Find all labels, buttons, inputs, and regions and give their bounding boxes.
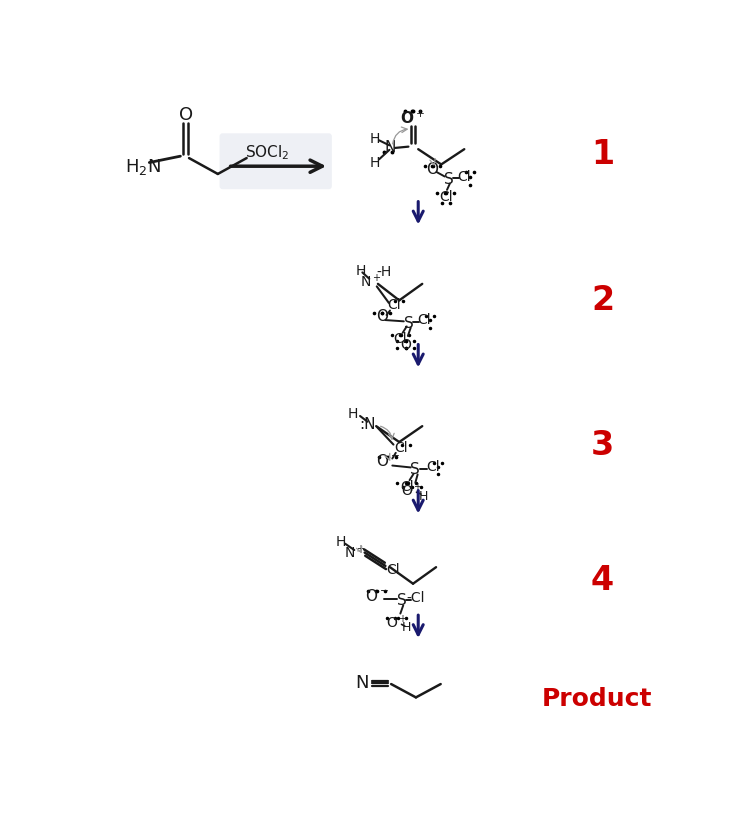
Text: S: S	[403, 316, 413, 331]
Text: H: H	[335, 535, 345, 549]
Text: O$^+$: O$^+$	[386, 614, 408, 631]
Text: 3: 3	[591, 429, 614, 462]
Text: H$_2$N: H$_2$N	[125, 157, 160, 177]
Text: Cl: Cl	[458, 169, 471, 183]
Text: Product: Product	[542, 687, 652, 711]
Text: Cl: Cl	[400, 479, 414, 493]
Text: Cl: Cl	[439, 191, 452, 205]
Text: N$^+$: N$^+$	[344, 544, 366, 561]
Text: :N: :N	[360, 417, 376, 431]
Text: O$^-$: O$^-$	[365, 587, 389, 604]
Text: Cl: Cl	[394, 332, 407, 346]
Text: $\bf{O}$$^+$: $\bf{O}$$^+$	[400, 110, 425, 127]
Text: 1: 1	[591, 139, 614, 172]
Text: S: S	[444, 172, 454, 187]
Text: Cl: Cl	[426, 460, 439, 474]
Text: N: N	[356, 674, 369, 692]
Text: O$^+$: O$^+$	[401, 482, 423, 499]
Text: S: S	[410, 463, 421, 478]
Text: -Cl: -Cl	[406, 591, 424, 605]
Text: H: H	[370, 132, 380, 146]
Text: H: H	[370, 156, 380, 169]
Text: SOCl$_2$: SOCl$_2$	[245, 144, 289, 163]
Text: H: H	[419, 489, 428, 502]
Text: O: O	[178, 106, 192, 124]
Text: Cl: Cl	[418, 313, 432, 327]
Text: Cl: Cl	[394, 441, 408, 455]
Text: H: H	[348, 407, 358, 421]
Text: 2: 2	[591, 284, 614, 317]
Text: 4: 4	[591, 564, 614, 597]
Text: -H: -H	[376, 266, 392, 280]
Text: N: N	[385, 140, 396, 155]
Text: Cl: Cl	[387, 299, 400, 313]
FancyBboxPatch shape	[220, 134, 332, 189]
Text: N$^+$: N$^+$	[360, 273, 382, 290]
Text: O$^-$: O$^-$	[376, 453, 400, 469]
Text: O: O	[376, 309, 388, 324]
Text: S: S	[397, 593, 406, 608]
Text: O: O	[400, 338, 411, 351]
Text: Cl: Cl	[386, 563, 400, 578]
Text: H: H	[402, 621, 412, 634]
Text: H: H	[355, 264, 366, 278]
Text: O: O	[426, 162, 438, 177]
